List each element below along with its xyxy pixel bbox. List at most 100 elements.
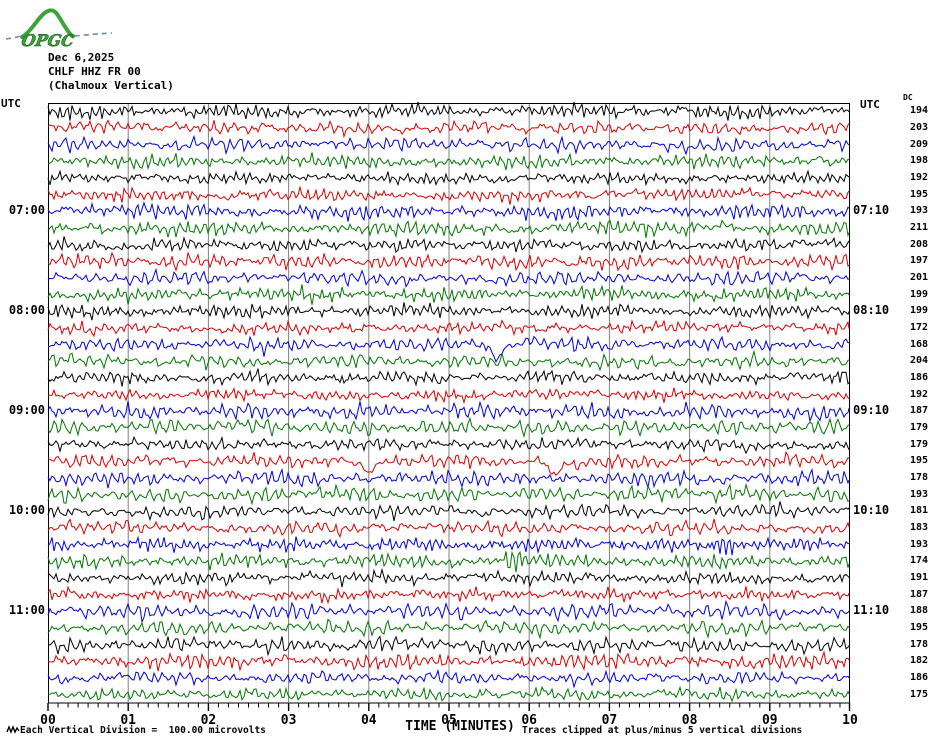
dc-value: 186 [909,372,928,383]
trace-row-0710 [47,219,850,239]
trace-row-0610 [47,119,850,139]
dc-value: 179 [909,422,928,433]
right-time-label: 10:10 [853,503,890,518]
x-tick-label: 09 [762,713,778,728]
dc-value: 168 [909,338,928,350]
trace-row-1010 [47,518,850,539]
x-tick-label: 01 [120,713,136,728]
dc-value: 198 [909,155,928,167]
x-tick-label: 07 [602,713,618,728]
dc-value: 188 [909,605,928,617]
trace-row-0950 [47,482,849,506]
trace-row-0620 [47,134,850,156]
left-time-label: 07:00 [8,203,45,218]
logo-dash-right [74,32,113,37]
right-time-label: 09:10 [853,403,890,418]
dc-value: 187 [909,588,928,600]
dc-value: 191 [909,572,928,583]
trace-row-0800 [47,302,850,321]
dc-value: 192 [909,172,928,183]
dc-value: 183 [909,522,928,533]
dc-value: 178 [909,638,928,650]
utc-left-title: UTC [1,97,21,110]
logo-mountain-curve [20,8,74,39]
x-tick-label: 04 [361,713,377,728]
dc-value: 193 [909,205,928,217]
dc-value: 195 [909,455,928,467]
dc-value: 209 [909,138,928,150]
opgc-logo: OPGC [5,8,113,50]
trace-row-0700 [47,201,850,222]
scale-squiggle-icon [6,725,20,734]
trace-row-1120 [47,635,850,657]
dc-value: 203 [909,122,928,133]
dc-value: 192 [909,388,928,400]
trace-row-1040 [47,567,850,588]
trace-row-1000 [47,501,850,522]
right-time-label: 11:10 [853,603,890,618]
dc-value: 172 [909,322,928,333]
dc-value: 195 [909,622,928,633]
utc-right-title: UTC [860,98,880,111]
trace-row-0920 [47,435,850,455]
trace-row-0600 [47,101,850,121]
trace-row-0810 [47,319,850,338]
dc-value: 179 [909,438,928,450]
x-tick-label: 05 [441,713,457,728]
left-time-label: 10:00 [8,503,45,518]
left-time-label: 11:00 [8,603,45,618]
dc-value: 186 [909,672,928,683]
clip-note: Traces clipped at plus/minus 5 vertical … [522,725,803,736]
x-axis-title: TIME (MINUTES) [405,719,515,734]
trace-row-1130 [47,650,850,672]
trace-row-0900 [47,400,850,423]
dc-value: 182 [909,655,928,667]
header-station-code: CHLF HHZ FR 00 [48,65,141,78]
trace-row-1150 [47,685,850,703]
trace-row-0640 [47,169,850,187]
dc-value: 199 [909,288,928,300]
x-tick-label: 00 [40,713,56,728]
x-tick-label: 06 [521,713,537,728]
header-date: Dec 6,2025 [48,51,115,64]
trace-row-0820 [47,335,850,363]
dc-value: 193 [909,538,928,550]
dc-value: 174 [909,555,928,567]
left-time-label: 09:00 [8,403,45,418]
trace-row-1100 [47,599,850,624]
dc-value: 193 [909,488,928,500]
trace-row-0910 [47,416,850,439]
trace-row-0930 [47,450,850,476]
helicorder-plot: 00 01 02 03 04 05 06 07 08 09 10 [40,101,858,728]
logo-dash-left [5,34,25,40]
dc-value: 197 [909,255,928,267]
trace-row-0940 [47,467,850,489]
trace-row-0840 [47,368,850,387]
x-tick-label: 10 [842,713,858,728]
x-tick-label: 08 [682,713,698,728]
left-time-label: 08:00 [8,303,45,318]
dc-value: 175 [909,688,928,700]
dc-value: 204 [909,355,928,367]
trace-row-1030 [47,550,850,573]
trace-row-0830 [47,349,850,372]
logo-text: OPGC [20,31,76,50]
trace-row-0650 [47,185,850,205]
trace-row-0740 [47,267,850,288]
trace-row-1110 [47,618,850,640]
dc-value: 178 [909,472,928,483]
trace-row-0750 [47,284,850,305]
trace-row-0730 [47,251,850,273]
dc-column-title: DC [903,93,913,102]
trace-row-1050 [47,585,850,605]
dc-value: 187 [909,405,928,417]
dc-value: 208 [909,238,928,250]
trace-row-0630 [47,152,850,171]
dc-value: 195 [909,188,928,200]
vertical-division-note: Each Vertical Division = 100.00 microvol… [20,725,266,736]
dc-value: 194 [909,105,928,117]
x-tick-label: 02 [201,713,217,728]
dc-value: 199 [909,305,928,317]
trace-row-0850 [47,386,850,405]
